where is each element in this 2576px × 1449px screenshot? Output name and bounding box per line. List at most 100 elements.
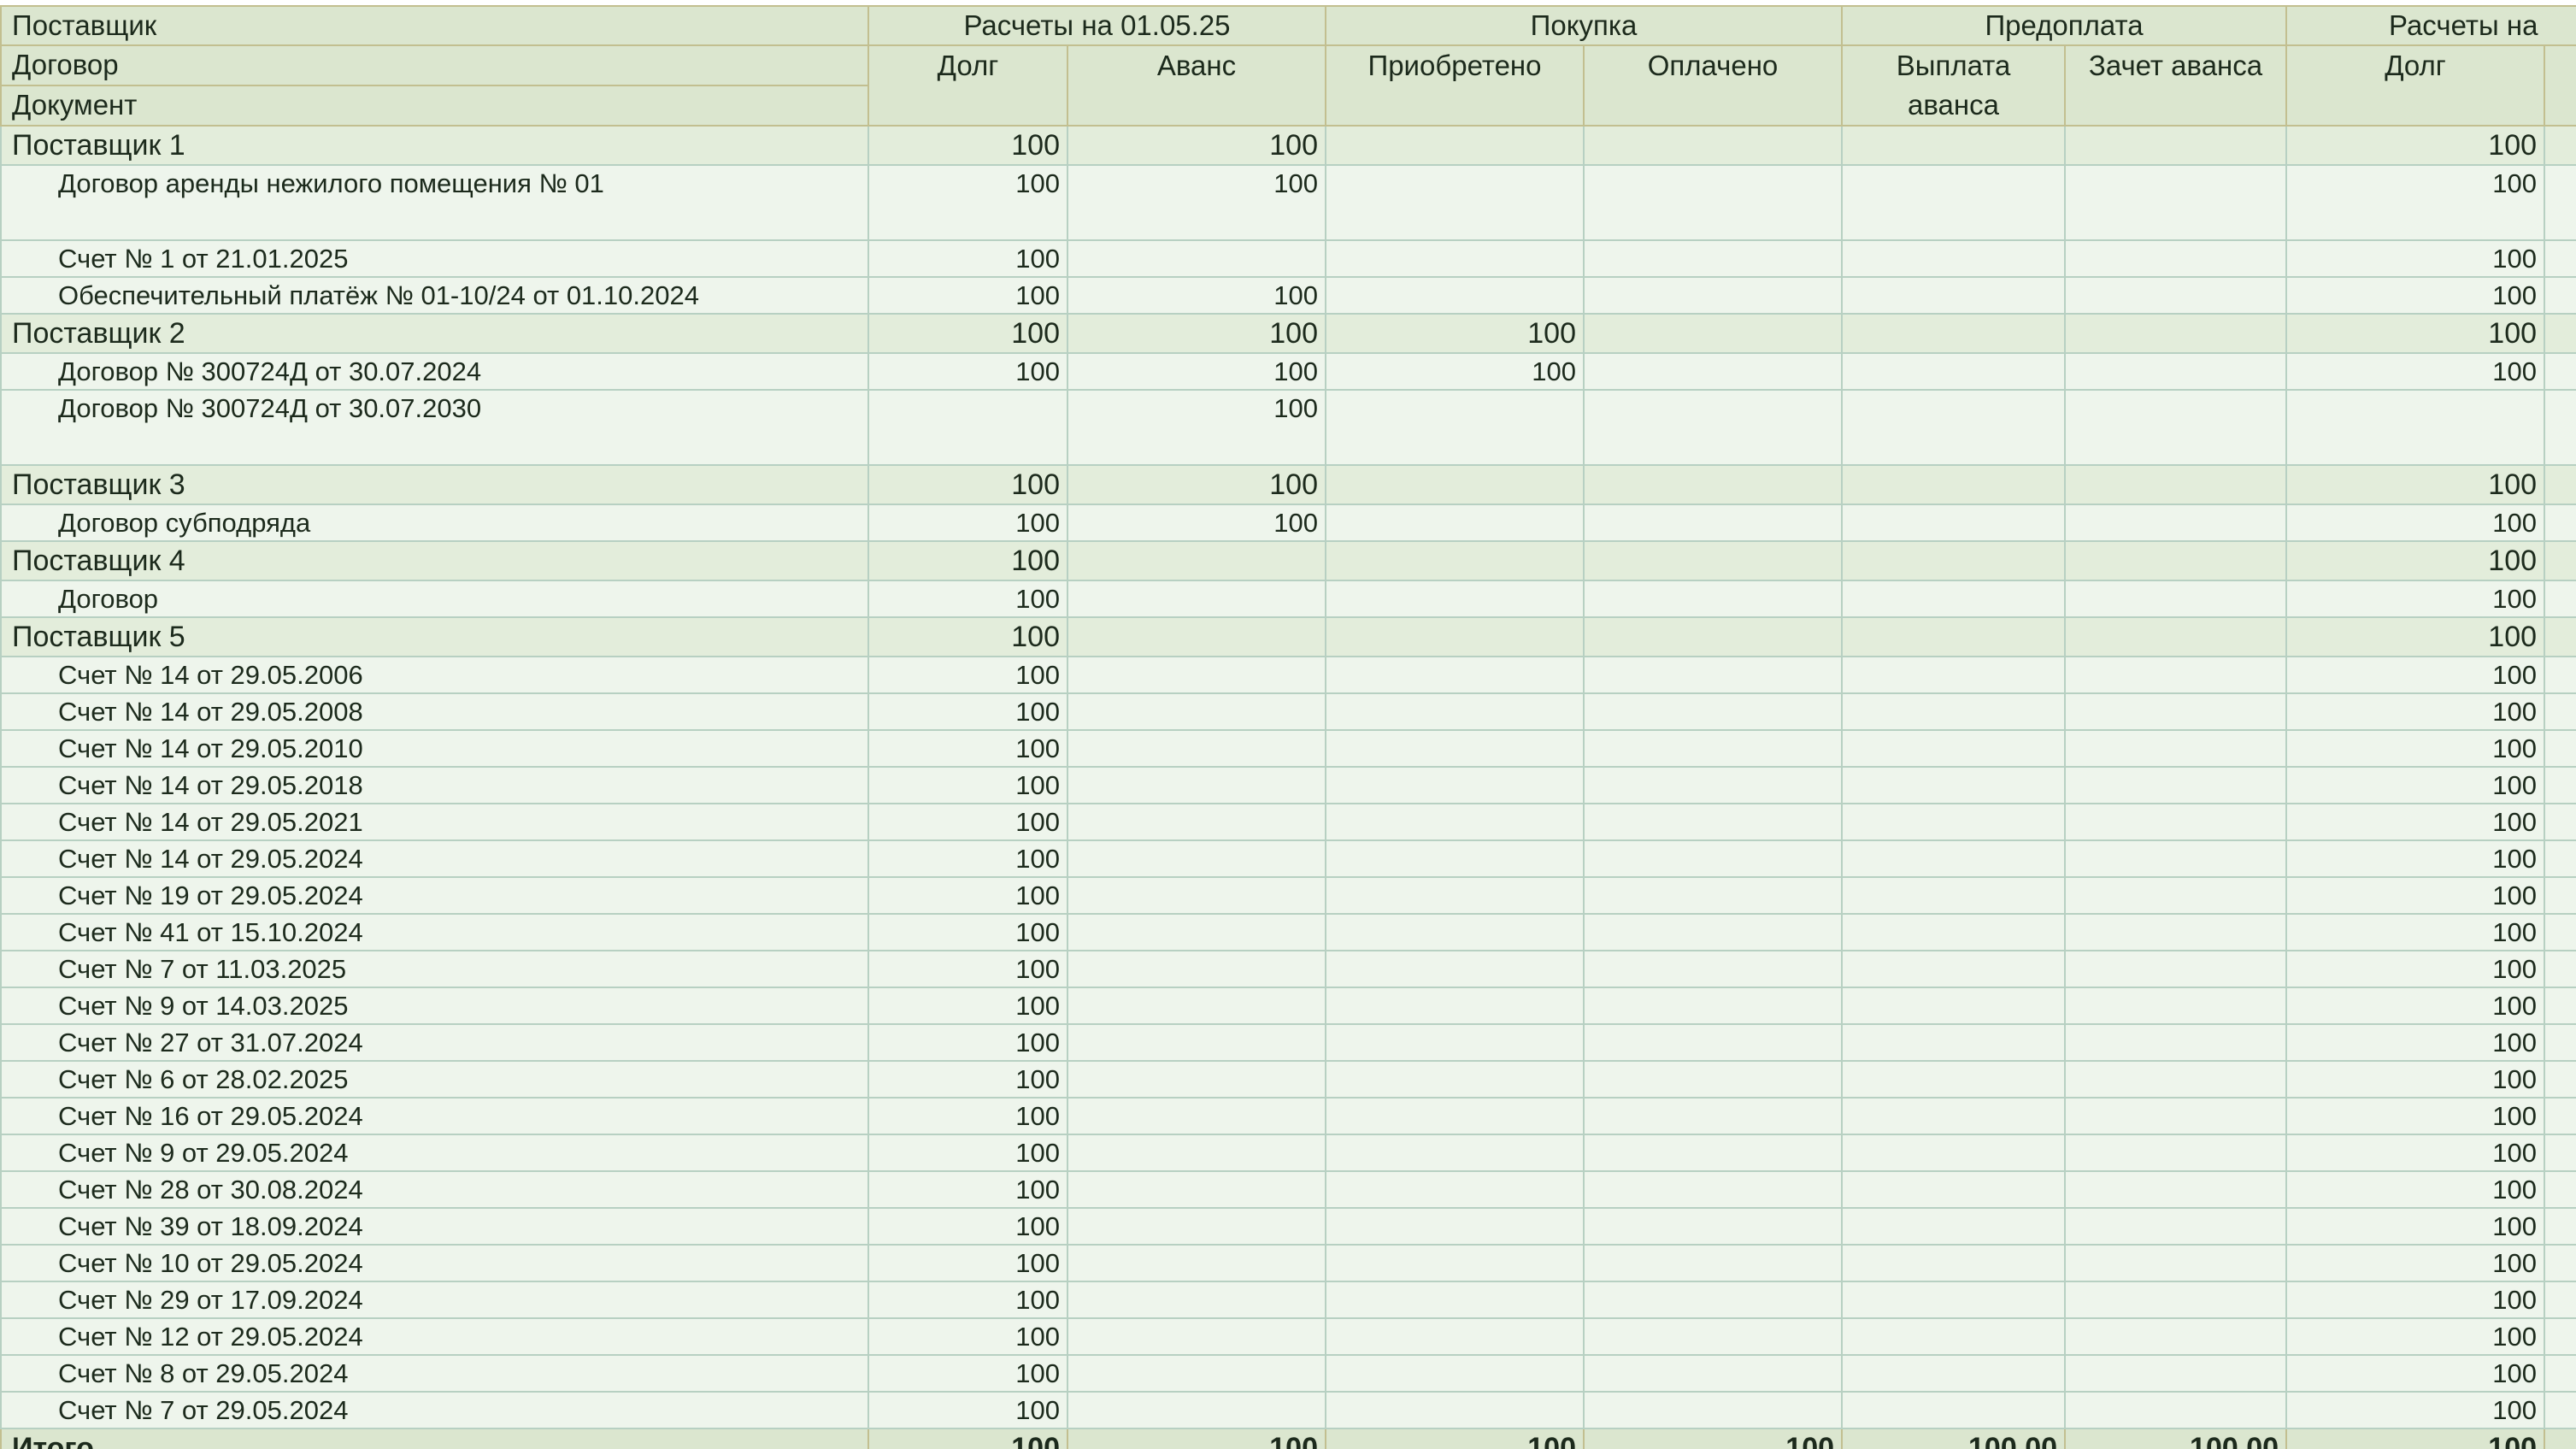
value-cell: 100 xyxy=(867,352,1068,391)
empty-cell xyxy=(2064,766,2288,804)
empty-cell xyxy=(1067,1391,1326,1429)
empty-cell xyxy=(1841,1244,2067,1282)
empty-cell xyxy=(1841,1170,2067,1209)
value-cell: 100 xyxy=(867,803,1068,841)
row-name: Счет № 7 от 11.03.2025 xyxy=(0,950,869,988)
empty-cell xyxy=(1325,1317,1585,1356)
empty-cell xyxy=(1325,125,1585,166)
empty-cell xyxy=(1841,1354,2067,1393)
empty-cell xyxy=(2544,1428,2576,1449)
empty-cell xyxy=(2544,692,2576,731)
empty-cell xyxy=(1325,1060,1585,1099)
row-name: Поставщик 1 xyxy=(0,125,869,166)
item-row: Счет № 9 от 14.03.2025 100 100 xyxy=(0,987,2576,1025)
empty-cell xyxy=(1582,729,1844,768)
column-header: Долг xyxy=(867,44,1068,127)
empty-cell xyxy=(1325,1281,1585,1319)
report-table: Поставщик Расчеты на 01.05.25 Покупка Предо… xyxy=(0,5,2576,1449)
item-row: Счет № 28 от 30.08.2024 100 100 xyxy=(0,1170,2576,1209)
value-cell: 100 xyxy=(867,692,1068,731)
empty-cell xyxy=(1325,580,1585,618)
empty-cell xyxy=(1582,1023,1844,1062)
empty-cell xyxy=(1841,164,2067,241)
value-cell: 100 xyxy=(2285,125,2546,166)
empty-cell xyxy=(867,389,1068,466)
value-cell: 100 xyxy=(2285,876,2546,915)
empty-cell xyxy=(1067,1023,1326,1062)
empty-cell xyxy=(1841,389,2067,466)
value-cell: 100 xyxy=(2285,729,2546,768)
supplier-row: Поставщик 1 100 100 100 xyxy=(0,125,2576,166)
empty-cell xyxy=(1067,1207,1326,1246)
row-name: Счет № 19 от 29.05.2024 xyxy=(0,876,869,915)
column-header: Приобретено xyxy=(1325,44,1585,127)
empty-cell xyxy=(1325,1023,1585,1062)
value-cell: 100 xyxy=(1067,464,1326,505)
item-row: Счет № 7 от 11.03.2025 100 100 xyxy=(0,950,2576,988)
empty-cell xyxy=(1325,729,1585,768)
empty-cell xyxy=(1067,803,1326,841)
row-name: Счет № 39 от 18.09.2024 xyxy=(0,1207,869,1246)
value-cell: 100 xyxy=(867,1134,1068,1172)
empty-cell xyxy=(1582,313,1844,354)
empty-cell xyxy=(1325,504,1585,542)
empty-cell xyxy=(1841,352,2067,391)
empty-cell xyxy=(2064,616,2288,657)
row-name: Договор № 300724Д от 30.07.2030 xyxy=(0,389,869,466)
group-header: Покупка xyxy=(1324,5,1844,46)
empty-cell xyxy=(1582,950,1844,988)
empty-cell xyxy=(2064,1060,2288,1099)
empty-cell xyxy=(1582,164,1844,241)
empty-cell xyxy=(1582,580,1844,618)
column-header: Оплачено xyxy=(1582,44,1844,127)
row-name: Договор № 300724Д от 30.07.2024 xyxy=(0,352,869,391)
empty-cell xyxy=(2544,913,2576,951)
empty-cell xyxy=(1067,540,1326,581)
empty-cell xyxy=(1325,164,1585,241)
row-name: Счет № 1 от 21.01.2025 xyxy=(0,239,869,278)
value-cell: 100 xyxy=(2285,692,2546,731)
empty-cell xyxy=(1582,656,1844,694)
empty-cell xyxy=(1067,950,1326,988)
row-name: Договор аренды нежилого помещения № 01 xyxy=(0,164,869,241)
empty-cell xyxy=(1582,1391,1844,1429)
empty-cell xyxy=(1582,464,1844,505)
column-header xyxy=(2544,44,2576,127)
item-row: Договор 100 100 xyxy=(0,580,2576,618)
empty-cell xyxy=(1841,1281,2067,1319)
value-cell: 100 xyxy=(2285,1060,2546,1099)
page: Поставщик Расчеты на 01.05.25 Покупка Предо… xyxy=(0,5,2576,1449)
empty-cell xyxy=(1841,1134,2067,1172)
empty-cell xyxy=(1841,580,2067,618)
empty-cell xyxy=(2544,125,2576,166)
empty-cell xyxy=(2064,1354,2288,1393)
value-cell: 100 xyxy=(2285,276,2546,315)
value-cell: 100 xyxy=(867,276,1068,315)
value-cell: 100 xyxy=(867,1097,1068,1135)
value-cell: 100 xyxy=(867,125,1068,166)
empty-cell xyxy=(2544,1097,2576,1135)
value-cell: 100 xyxy=(2285,239,2546,278)
empty-cell xyxy=(1841,464,2067,505)
empty-cell xyxy=(1582,540,1844,581)
value-cell: 100 xyxy=(867,656,1068,694)
row-name: Счет № 27 от 31.07.2024 xyxy=(0,1023,869,1062)
empty-cell xyxy=(1067,729,1326,768)
empty-cell xyxy=(1841,239,2067,278)
empty-cell xyxy=(2064,389,2288,466)
group-header: Предоплата xyxy=(1841,5,2288,46)
value-cell: 100 xyxy=(1325,352,1585,391)
empty-cell xyxy=(2064,729,2288,768)
value-cell: 100 xyxy=(2285,1354,2546,1393)
column-header: Аванс xyxy=(1067,44,1326,127)
item-row: Счет № 16 от 29.05.2024 100 100 xyxy=(0,1097,2576,1135)
value-cell: 100 xyxy=(867,1391,1068,1429)
empty-cell xyxy=(2064,803,2288,841)
empty-cell xyxy=(1841,540,2067,581)
empty-cell xyxy=(1841,504,2067,542)
row-name: Поставщик 3 xyxy=(0,464,869,505)
empty-cell xyxy=(1841,692,2067,731)
empty-cell xyxy=(1067,987,1326,1025)
header-cell: Договор xyxy=(0,44,869,86)
item-row: Счет № 29 от 17.09.2024 100 100 xyxy=(0,1281,2576,1319)
